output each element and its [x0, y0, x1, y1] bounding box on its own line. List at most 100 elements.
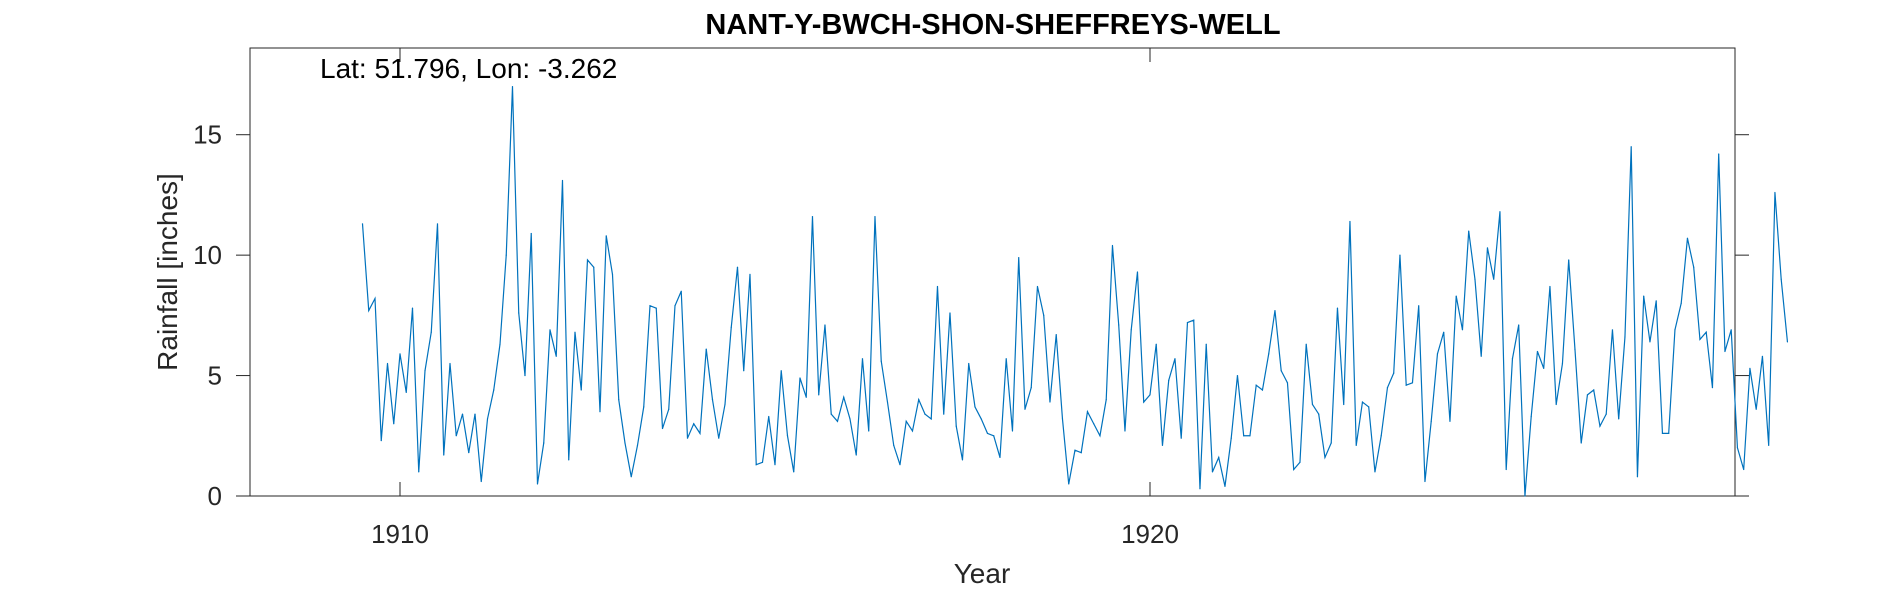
data-point	[1318, 413, 1320, 415]
data-point	[593, 266, 595, 268]
data-point	[943, 413, 945, 415]
data-point	[955, 425, 957, 427]
data-point	[1655, 300, 1657, 302]
data-point	[818, 394, 820, 396]
data-point	[680, 290, 682, 292]
data-point	[749, 273, 751, 276]
data-point	[1693, 266, 1695, 268]
data-point	[768, 415, 770, 418]
data-point	[1205, 343, 1207, 345]
data-point	[786, 435, 789, 437]
data-point	[1155, 343, 1157, 345]
data-point	[824, 324, 826, 326]
data-point	[1561, 362, 1564, 365]
data-point	[493, 389, 495, 391]
data-point	[1468, 230, 1470, 232]
data-point	[1374, 471, 1376, 473]
data-point	[730, 326, 732, 328]
data-point	[974, 406, 976, 408]
data-point	[1330, 442, 1332, 444]
data-point	[1368, 406, 1370, 408]
data-point	[1411, 382, 1414, 384]
data-point	[986, 432, 989, 434]
data-point	[711, 399, 714, 401]
data-point	[1730, 329, 1732, 331]
data-point	[1193, 319, 1195, 321]
data-point	[1661, 432, 1664, 434]
data-point	[368, 309, 370, 312]
data-point	[536, 483, 539, 485]
data-point	[1093, 423, 1095, 425]
data-point	[886, 401, 889, 403]
chart-title: NANT-Y-BWCH-SHON-SHEFFREYS-WELL	[705, 9, 1280, 41]
data-point	[1686, 237, 1689, 239]
data-point	[761, 461, 764, 463]
data-point	[1718, 153, 1720, 155]
data-point	[905, 420, 907, 422]
data-point	[1074, 449, 1076, 451]
data-point	[518, 312, 520, 314]
data-point	[1399, 254, 1401, 256]
data-point	[1755, 408, 1757, 410]
data-point	[1524, 495, 1526, 497]
data-point	[524, 374, 526, 377]
data-point	[393, 423, 395, 425]
data-point	[1099, 435, 1101, 437]
data-point	[636, 444, 639, 447]
data-point	[543, 442, 545, 444]
data-point	[380, 440, 382, 442]
data-point	[1443, 331, 1445, 333]
data-point	[1324, 456, 1326, 459]
data-point	[1061, 418, 1064, 420]
data-point	[1549, 285, 1551, 288]
data-point	[1605, 413, 1607, 415]
data-point	[1111, 244, 1114, 247]
data-point	[1449, 420, 1451, 422]
data-point	[1455, 295, 1457, 297]
data-point	[1649, 341, 1651, 343]
axis-tick-labels: 1910 1920 0 5 10 15	[193, 120, 1179, 549]
data-point	[1149, 394, 1151, 396]
data-point	[1780, 278, 1782, 280]
data-point	[1018, 256, 1020, 259]
data-point	[1305, 343, 1307, 345]
data-point	[686, 437, 689, 439]
data-point	[599, 411, 601, 413]
data-point	[1761, 355, 1764, 357]
data-point	[1630, 146, 1632, 148]
data-point	[580, 389, 582, 391]
data-point	[1130, 329, 1132, 331]
data-point	[774, 464, 776, 466]
data-point	[574, 331, 576, 333]
x-tick-label: 1910	[371, 519, 429, 549]
data-point	[1211, 471, 1214, 473]
data-point	[1486, 247, 1489, 249]
data-point	[618, 399, 620, 401]
data-point	[486, 418, 489, 420]
data-point	[1424, 480, 1426, 483]
data-point	[1380, 435, 1382, 437]
data-point	[1218, 456, 1220, 459]
data-point	[424, 370, 426, 372]
data-point	[418, 471, 420, 473]
data-point	[1480, 355, 1482, 357]
data-point	[1230, 437, 1232, 439]
data-point	[1749, 367, 1751, 369]
data-point	[630, 476, 632, 478]
data-point	[1293, 468, 1295, 471]
data-point	[911, 430, 914, 432]
data-point	[1393, 372, 1395, 374]
data-point	[1555, 403, 1557, 406]
data-point	[1036, 285, 1039, 288]
data-point	[468, 452, 470, 454]
data-point	[968, 362, 970, 365]
data-point	[374, 297, 376, 300]
data-point	[949, 312, 951, 314]
data-point	[1680, 302, 1682, 304]
data-point	[843, 396, 845, 398]
data-points	[361, 85, 1789, 497]
data-point	[1186, 321, 1189, 324]
data-point	[1011, 430, 1014, 432]
data-point	[893, 444, 895, 447]
data-point	[1418, 305, 1420, 307]
